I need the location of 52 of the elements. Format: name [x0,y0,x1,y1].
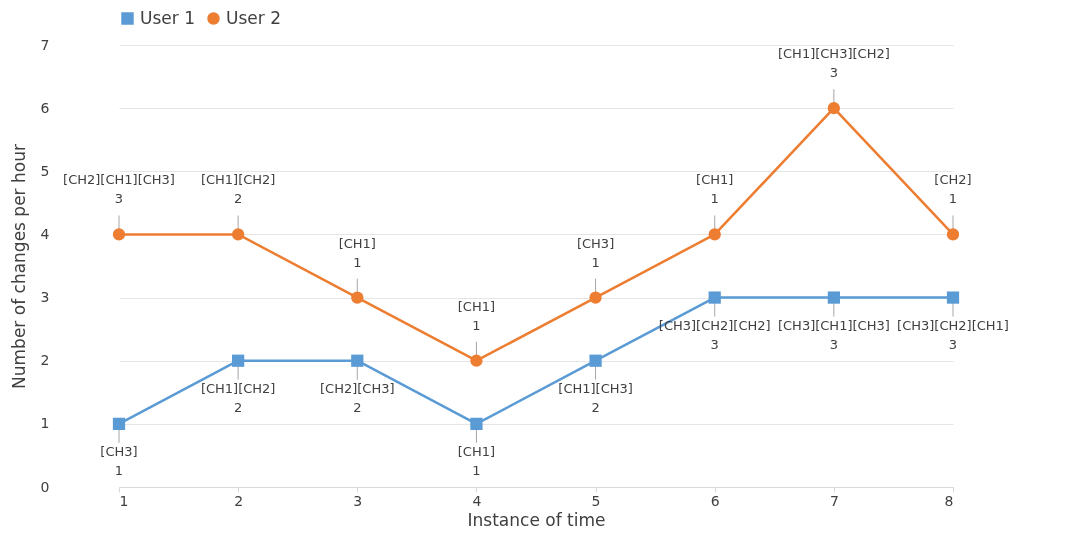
annotation: [CH3][CH2][CH2] 3 [658,317,771,352]
annotation: [CH1] 1 [338,235,376,270]
x-tick-label: 5 [591,492,601,509]
point [351,354,364,367]
point [827,102,840,115]
annotation: [CH1] 1 [457,298,496,333]
annotation: [CH2][CH3] 2 [320,380,395,415]
annotation: [CH1][CH2] 2 [200,380,276,415]
x-tick-label: 6 [710,492,720,509]
y-axis-title: Number of changes per hour [8,144,29,389]
point [470,354,483,367]
y-tick-label: 3 [40,289,50,306]
y-tick-label: 5 [40,162,50,179]
x-tick-label: 3 [353,492,363,509]
annotation: [CH3] 1 [100,443,138,478]
y-tick-label: 4 [40,225,50,242]
y-tick-label: 2 [40,352,50,369]
annotation: [CH1][CH2] 2 [200,172,276,207]
x-tick-label: 1 [119,492,129,509]
y-tick-label: 1 [40,415,50,432]
x-axis-title: Instance of time [467,509,606,530]
point [827,291,840,304]
legend-label: User 1 [140,7,195,28]
annotation: [CH1] 1 [696,172,734,207]
annotation: [CH1][CH3][CH2] 3 [777,46,890,81]
legend-label: User 2 [226,7,281,28]
y-tick-label: 6 [40,99,50,116]
point [232,228,245,241]
y-tick-label: 7 [40,36,50,53]
point [232,354,245,367]
annotation: [CH3][CH1][CH3] 3 [777,317,890,352]
x-tick-label: 4 [472,492,482,509]
point [112,417,126,430]
annotation: [CH1] 1 [457,443,496,478]
x-tick-label: 8 [944,492,954,509]
point [470,417,483,430]
point [946,228,960,241]
point [708,228,721,241]
annotation: [CH3] 1 [576,235,615,270]
annotation: [CH1][CH3] 2 [558,380,633,415]
x-tick-label: 2 [234,492,244,509]
x-tick-label: 7 [829,492,839,509]
point [589,354,602,367]
point [112,228,126,241]
point [589,291,602,304]
point [708,291,721,304]
point [946,291,960,304]
annotation: [CH2][CH1][CH3] 3 [63,172,175,207]
point [351,291,364,304]
annotation: [CH3][CH2][CH1] 3 [897,317,1009,352]
y-tick-label: 0 [40,478,50,495]
annotation: [CH2] 1 [934,172,972,207]
